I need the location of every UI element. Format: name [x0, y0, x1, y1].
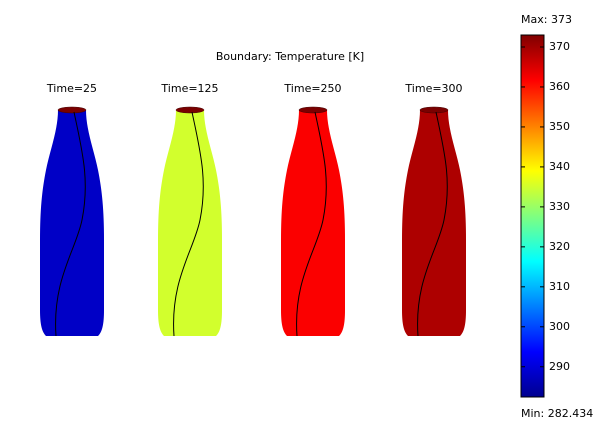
- bottle-mouth: [57, 106, 87, 114]
- bottle: [402, 106, 466, 337]
- colorbar-tick-label: 300: [549, 320, 570, 333]
- bottle-surface: [281, 110, 345, 336]
- colorbar-tick-label: 310: [549, 280, 570, 293]
- bottle-mouth: [175, 106, 205, 114]
- bottle-seam: [55, 111, 86, 337]
- colorbar-tick-label: 290: [549, 360, 570, 373]
- bottle-seam: [296, 111, 327, 337]
- panel-label: Time=250: [283, 82, 341, 95]
- colorbar-tick-label: 330: [549, 200, 570, 213]
- bottle-surface: [158, 110, 222, 336]
- panel-label: Time=125: [160, 82, 218, 95]
- bottle-seam: [173, 111, 204, 337]
- colorbar-tick-label: 340: [549, 160, 570, 173]
- colorbar-tick-label: 350: [549, 120, 570, 133]
- max-label: Max: 373: [521, 13, 572, 26]
- colorbar-tick-label: 370: [549, 40, 570, 53]
- chart-title: Boundary: Temperature [K]: [216, 50, 364, 63]
- min-label: Min: 282.434: [521, 407, 593, 420]
- bottle-seam: [417, 111, 448, 337]
- bottle-mouth: [419, 106, 449, 114]
- panel-label: Time=300: [404, 82, 462, 95]
- colorbar-tick-label: 360: [549, 80, 570, 93]
- bottle-mouth: [298, 106, 328, 114]
- colorbar-tick-label: 320: [549, 240, 570, 253]
- bottle-surface: [402, 110, 466, 336]
- bottle: [40, 106, 104, 337]
- colorbar: [520, 34, 545, 398]
- panel-label: Time=25: [46, 82, 97, 95]
- bottle-surface: [40, 110, 104, 336]
- bottle: [158, 106, 222, 337]
- bottle: [281, 106, 345, 337]
